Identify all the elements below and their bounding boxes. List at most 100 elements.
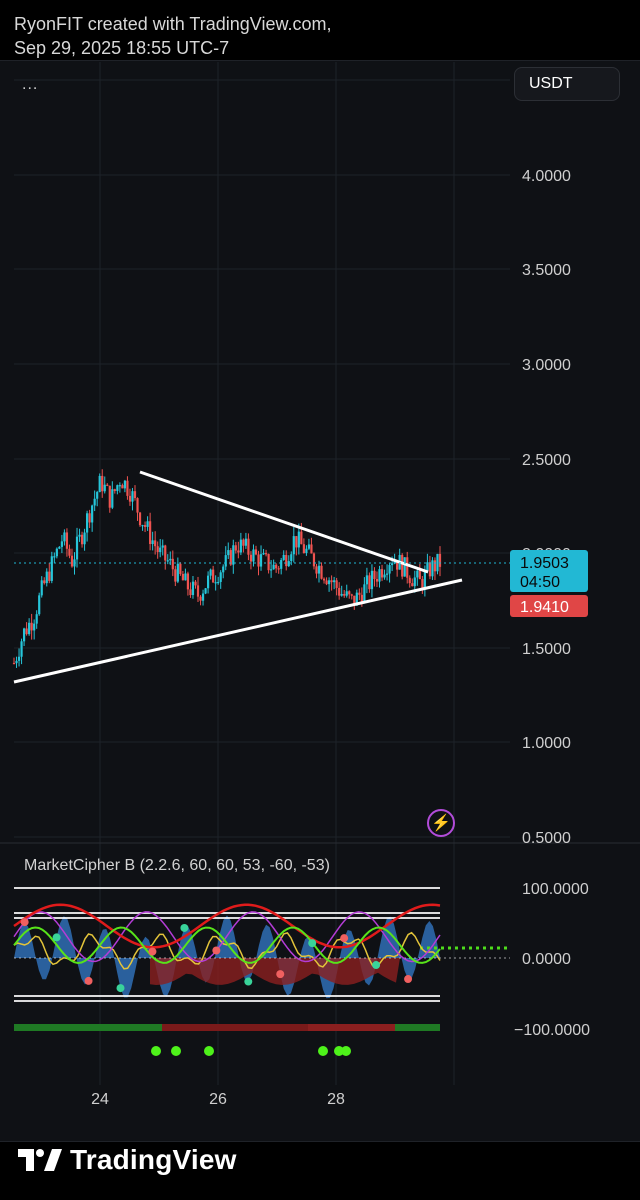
candle-body [45,571,48,584]
candle-body [222,566,225,573]
candle-body [242,539,245,546]
candle-body [108,485,111,508]
candle-body [118,485,121,487]
candle-body [93,498,96,506]
candle-body [55,548,58,557]
time-tick: 26 [209,1091,227,1108]
candle-body [96,492,99,499]
candle-body [121,485,124,489]
candle-body [234,545,237,551]
candle-body [113,489,116,491]
candle-body [295,536,298,548]
wave-dot [276,970,285,979]
candle-body [315,566,318,574]
candle-body [80,534,84,545]
trendlines [13,470,463,684]
sentiment-bar [14,1024,440,1031]
candle-body [164,545,167,561]
money-flow-area [150,958,400,985]
candle-body [171,558,174,570]
buy-signal-dot [318,1046,328,1056]
candle-body [133,491,137,499]
candle-body [264,553,268,555]
price-tick: 3.5000 [522,262,571,279]
candle-body [126,480,129,496]
candle-body [43,580,46,584]
candle-body [355,592,358,606]
price-tick: 2.5000 [522,452,571,469]
candle-body [176,563,179,582]
candle-body [348,591,351,595]
candle-body [270,569,273,571]
candle-body [252,549,255,562]
lightning-icon[interactable]: ⚡ [427,809,455,837]
open-price-badge [510,595,588,617]
candle-body [396,561,399,570]
candle-body [191,581,195,596]
tradingview-logo-icon [18,1147,62,1173]
candle-body [307,544,311,549]
more-options-button[interactable]: ... [22,76,39,93]
indicator-title: MarketCipher B (2.2.6, 60, 60, 53, -60, … [24,857,330,874]
green-line [13,926,441,965]
candle-body [365,575,368,585]
candle-body [280,559,283,569]
descending-trendline[interactable] [139,470,429,574]
candle-body [436,553,439,572]
candle-body [128,495,132,502]
candle-body [385,573,389,575]
candle-body [88,513,91,523]
wave-dot [340,934,349,943]
candle-body [101,475,104,492]
candle-body [50,556,53,581]
candle-body [325,580,328,585]
candle-body [161,545,164,548]
currency-unit-button[interactable]: USDT [514,67,620,101]
candle-body [204,588,207,594]
candle-body [196,585,200,597]
candlestick-series [12,469,442,668]
candle-body [297,531,300,548]
candle-body [65,532,69,549]
candle-body [408,577,411,584]
footer-branding: TradingView [18,1140,237,1180]
candle-body [345,591,348,596]
candle-body [373,570,376,580]
candle-body [393,561,396,564]
attribution-date: Sep 29, 2025 18:55 UTC-7 [14,38,230,58]
candle-body [380,569,384,578]
candle-body [179,563,182,574]
candle-body [428,562,432,577]
candle-body [159,547,162,553]
candle-body [131,491,134,502]
candle-body [239,539,242,553]
candle-body [257,554,260,567]
candle-body [285,554,288,567]
candle-body [111,489,114,508]
oscillator-tick: 100.0000 [522,881,589,898]
candle-body [237,550,240,553]
candle-body [363,584,366,603]
candle-body [254,549,258,555]
candle-body [189,589,192,596]
candle-body [368,575,371,590]
candle-body [78,534,81,537]
candle-body [249,554,253,562]
red-line [13,903,441,949]
candle-body [262,553,265,555]
price-tick: 0.5000 [522,830,571,847]
candle-body [433,560,437,572]
buy-signal-dot [171,1046,181,1056]
candle-body [186,573,190,590]
candle-body [91,505,94,523]
candle-body [25,628,28,635]
ascending-trendline[interactable] [13,578,463,684]
candle-body [413,577,416,587]
open-price-value: 1.9410 [520,599,569,616]
candle-body [317,565,321,574]
candle-body [146,521,149,527]
candle-body [48,571,51,581]
buy-signal-dot [151,1046,161,1056]
oscillator-pane [13,887,510,1056]
